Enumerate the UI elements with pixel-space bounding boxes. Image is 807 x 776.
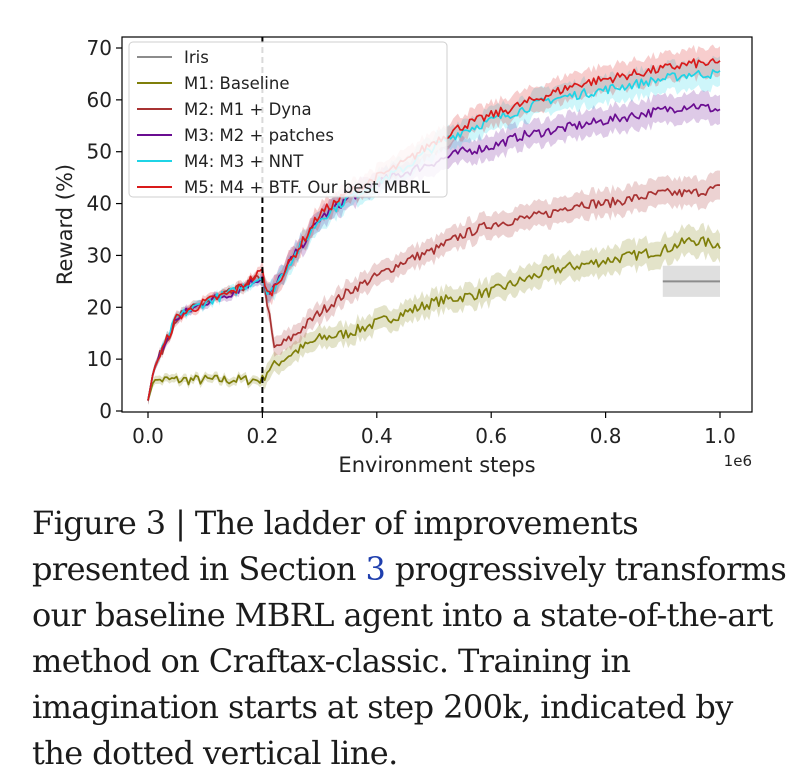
y-tick-label: 20	[87, 295, 112, 319]
band-3	[148, 89, 720, 405]
y-tick-label: 70	[87, 36, 112, 60]
legend-entry: M3: M2 + patches	[184, 126, 334, 145]
legend-entry: M2: M1 + Dyna	[184, 100, 312, 119]
band-5	[148, 44, 720, 405]
y-tick-label: 50	[87, 140, 112, 164]
reward-chart: 0.0 0.2 0.4 0.6 0.8 1.0 0 10 20 30 40 50 60 70 Enviro…	[53, 36, 753, 477]
plot-frame	[121, 36, 753, 413]
x-axis-offset-label: 1e6	[724, 452, 752, 470]
legend-entry: M4: M3 + NNT	[184, 152, 304, 171]
x-tick-label: 0.0	[132, 424, 164, 448]
series-line-2	[147, 184, 721, 401]
x-tick-label: 0.6	[475, 424, 507, 448]
legend-entry: M1: Baseline	[184, 74, 290, 93]
y-tick-label: 10	[87, 347, 112, 371]
band-1	[148, 222, 720, 405]
series-line-1	[147, 236, 721, 401]
y-tick-label: 30	[87, 243, 112, 267]
y-tick-label: 60	[87, 88, 112, 112]
caption-text-start: Figure 3 | The ladder of improvements pr…	[32, 504, 639, 588]
chart-legend: Iris M1: Baseline M2: M1 + Dyna M3: M2 + pa…	[128, 41, 448, 198]
band-2	[148, 170, 720, 405]
figure-caption: Figure 3 | The ladder of improvements pr…	[32, 500, 792, 776]
band-4	[148, 55, 720, 405]
y-axis-label: Reward (%)	[53, 164, 77, 285]
x-tick-label: 1.0	[704, 424, 736, 448]
x-tick-label: 0.2	[246, 424, 278, 448]
x-tick-label: 0.8	[590, 424, 622, 448]
legend-entry: M5: M4 + BTF. Our best MBRL	[184, 178, 431, 197]
x-tick-label: 0.4	[361, 424, 393, 448]
legend-box	[128, 41, 448, 198]
y-tick-label: 0	[99, 399, 112, 423]
legend-entry: Iris	[184, 48, 209, 67]
y-tick-label: 40	[87, 192, 112, 216]
chart-canvas: 0.0 0.2 0.4 0.6 0.8 1.0 0 10 20 30 40 50 60 70 Enviro…	[53, 36, 753, 477]
x-axis-label: Environment steps	[338, 453, 535, 477]
axis-ticks: 0.0 0.2 0.4 0.6 0.8 1.0 0 10 20 30 40 50 60 70	[87, 36, 736, 448]
section-reference-link[interactable]: 3	[365, 550, 386, 588]
